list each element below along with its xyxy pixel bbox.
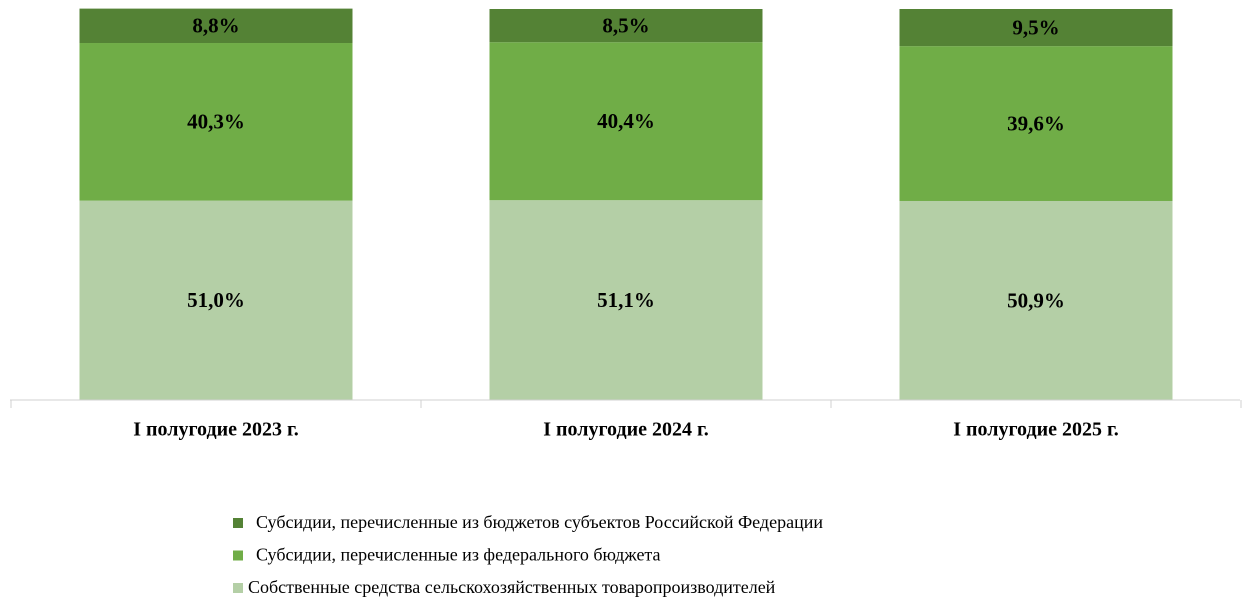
x-tick-label: I полугодие 2023 г. bbox=[133, 419, 299, 441]
value-label: 8,5% bbox=[602, 13, 649, 37]
bar-segment bbox=[79, 8, 353, 44]
bar-segment bbox=[489, 42, 763, 201]
bar-segment bbox=[899, 9, 1173, 47]
bar-segment bbox=[79, 43, 353, 201]
legend-swatch bbox=[233, 518, 243, 528]
bar-segment bbox=[489, 9, 763, 43]
legend-label: Собственные средства сельскохозяйственны… bbox=[248, 577, 776, 597]
value-label: 50,9% bbox=[1007, 288, 1065, 312]
bar-segment bbox=[899, 200, 1173, 400]
value-label: 40,4% bbox=[597, 109, 655, 133]
value-label: 39,6% bbox=[1007, 111, 1065, 135]
legend-swatch bbox=[233, 550, 243, 561]
x-tick-label: I полугодие 2024 г. bbox=[543, 419, 709, 441]
legend-label: Субсидии, перечисленные из бюджетов субъ… bbox=[256, 512, 823, 532]
x-tick-label: I полугодие 2025 г. bbox=[953, 419, 1119, 441]
value-label: 8,8% bbox=[192, 14, 239, 38]
legend-swatch bbox=[233, 583, 243, 593]
bar-segment bbox=[489, 200, 763, 400]
bar-segment bbox=[899, 46, 1173, 201]
bar-segment bbox=[79, 200, 353, 400]
value-label: 9,5% bbox=[1012, 15, 1059, 39]
legend-label: Субсидии, перечисленные из федерального … bbox=[256, 545, 661, 565]
value-label: 40,3% bbox=[187, 110, 245, 134]
value-label: 51,1% bbox=[597, 288, 655, 312]
value-label: 51,0% bbox=[187, 288, 245, 312]
